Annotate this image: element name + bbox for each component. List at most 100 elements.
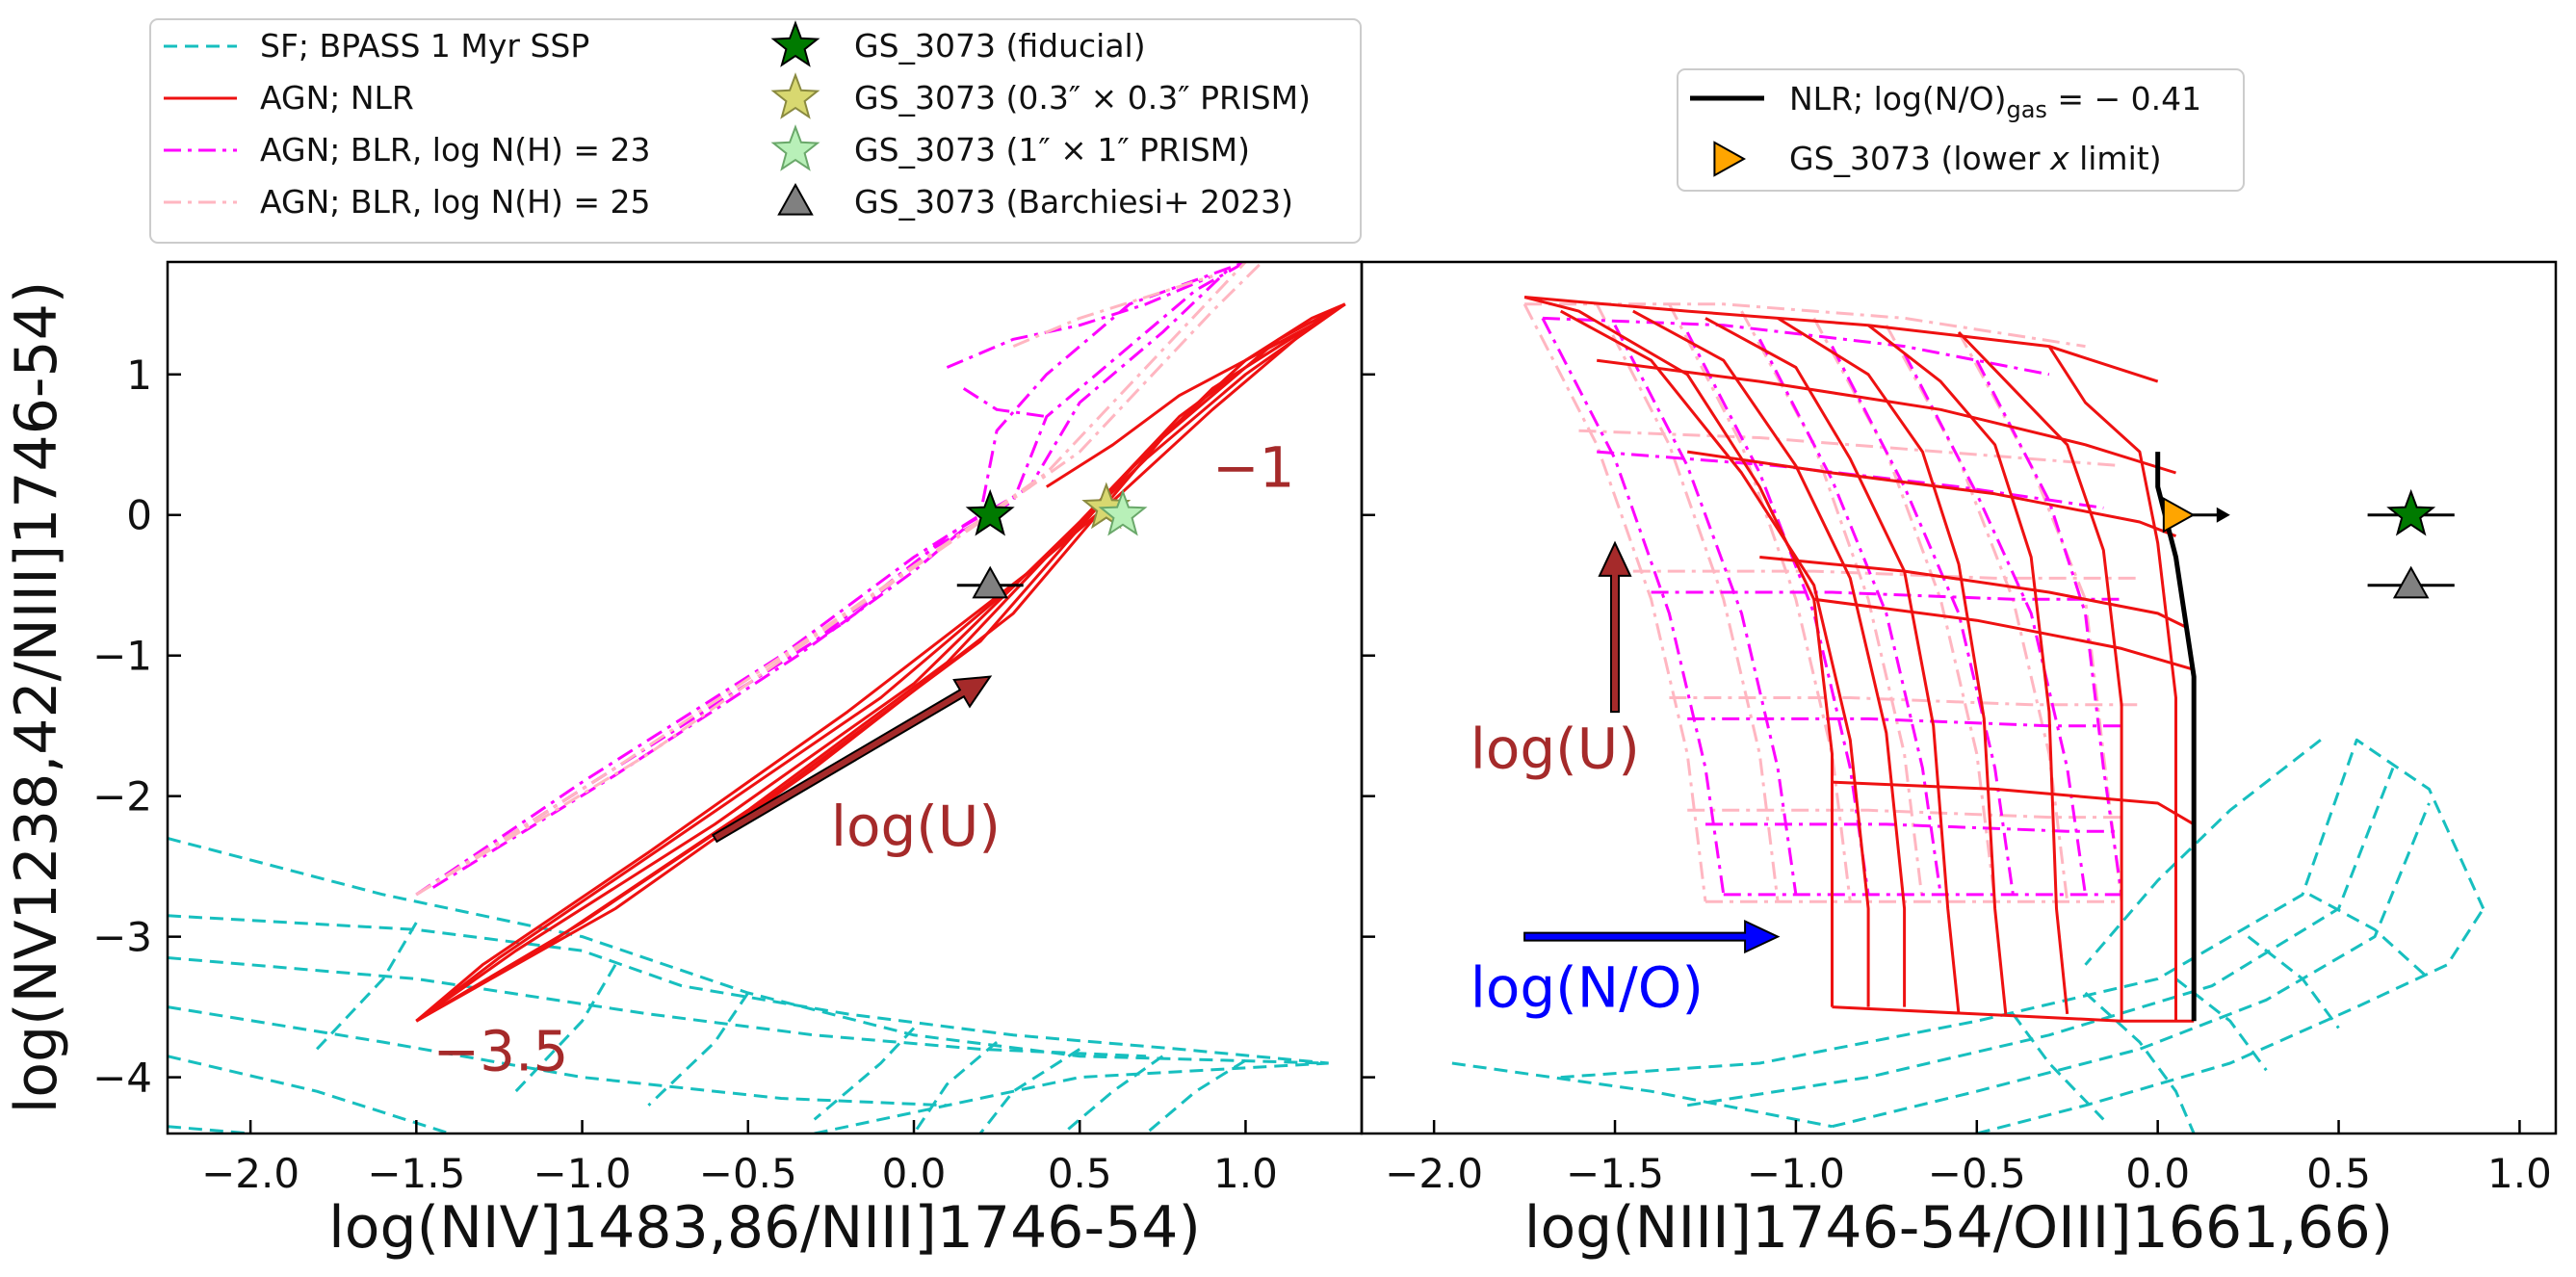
legend-marker [777, 182, 814, 216]
arrow-0 [711, 675, 993, 844]
series-line-agn-blr-log-n-h-23-6 [1975, 359, 2123, 896]
series-line-agn-blr-log-n-h-25-1 [1595, 303, 1780, 902]
arrow-1 [1523, 920, 1781, 954]
series-line-agn-nlr-6 [1045, 324, 1314, 488]
legend-item-agn-blr-log-n-h-25: AGN; BLR, log N(H) = 25 [164, 183, 650, 221]
limit-arrowhead [2216, 507, 2230, 523]
series-line-agn-blr-log-n-h-23-9 [1651, 590, 2122, 601]
legend-label: AGN; BLR, log N(H) = 23 [260, 131, 650, 169]
x-tick-label: −0.5 [699, 1150, 797, 1197]
x-tick-label: 0.5 [2306, 1150, 2371, 1197]
legend-item-sf-bpass-1-myr-ssp: SF; BPASS 1 Myr SSP [164, 27, 589, 65]
series-line-agn-blr-log-n-h-23-5 [1903, 352, 2087, 896]
legend-label: SF; BPASS 1 Myr SSP [260, 27, 589, 65]
series-line-sf-bpass-1-myr-ssp-6 [2084, 991, 2196, 1134]
series-line-agn-blr-log-n-h-25-7 [1524, 302, 2086, 349]
series-line-agn-blr-log-n-h-23-10 [1687, 717, 2122, 728]
annotation-1: log(N/O) [1470, 955, 1704, 1021]
legend-label: GS_3073 (lower x limit) [1789, 140, 2162, 177]
x-tick-label: 1.0 [1213, 1150, 1278, 1197]
series-line-agn-nlr-9 [1597, 358, 2176, 475]
ticks-left: −2.0 −1.5 −1.0 −0.5 0.0 0.5 1.0 1 0 −1 −2 −3 −4 [92, 352, 1278, 1197]
x-axis-label-right: log(NIII]1746-54/OIII]1661,66) [1524, 1194, 2393, 1262]
axes-frame-right [1360, 260, 2558, 1135]
legend-item-gs-3073-0-3-0-3-prism: GS_3073 (0.3″ × 0.3″ PRISM) [770, 72, 1311, 119]
series-line-agn-blr-log-n-h-23-11 [1705, 822, 2122, 833]
data-point-gs-3073-lower-x-limit [2162, 496, 2196, 534]
x-tick-label: −1.5 [367, 1150, 465, 1197]
series-line-agn-blr-log-n-h-23-3 [946, 274, 1213, 369]
annotation-2: −3.5 [433, 1018, 569, 1083]
legend-marker [770, 20, 820, 67]
legend-left-frame [149, 18, 1362, 244]
series-sf-bpass-1-myr-ssp [168, 837, 1329, 1134]
series-line-sf-bpass-1-myr-ssp-7 [514, 964, 617, 1093]
annotation-0: log(U) [831, 794, 1001, 859]
x-tick-label: −2.0 [201, 1150, 299, 1197]
series-line-sf-bpass-1-myr-ssp-9 [2308, 893, 2431, 980]
series-line-agn-nlr-12 [1813, 597, 2195, 671]
series-line-agn-nlr-1 [1559, 309, 1870, 1007]
series-line-sf-bpass-1-myr-ssp-6 [315, 922, 418, 1051]
series-line-agn-blr-log-n-h-23-1 [1613, 325, 1798, 896]
series-line-agn-blr-log-n-h-25-9 [1632, 569, 2140, 580]
series-line-agn-nlr-14 [1832, 1005, 2195, 1023]
series-line-agn-blr-log-n-h-25-0 [1522, 303, 1707, 902]
legend-label: GS_3073 (fiducial) [854, 27, 1146, 65]
x-tick-label: −1.5 [1566, 1150, 1664, 1197]
legend-right-frame [1677, 68, 2245, 192]
series-line-sf-bpass-1-myr-ssp-3 [1832, 802, 2431, 1129]
series-line-agn-nlr-6 [1957, 330, 2123, 1022]
plot-area-left: log(U) −1 −3.5 [168, 262, 1346, 1134]
x-tick-label: −1.0 [533, 1150, 632, 1197]
series-line-agn-nlr-0 [415, 302, 1346, 1023]
x-tick-label: 1.0 [2487, 1150, 2552, 1197]
plot-area-right: log(U) log(N/O) [1451, 296, 2485, 1134]
data-point-gs-3073-fiducial [965, 488, 1015, 536]
data-point-gs-3073-fiducial [2386, 488, 2436, 536]
ticks-right: −2.0 −1.5 −1.0 −0.5 0.0 0.5 1.0 [1362, 373, 2552, 1197]
series-agn-blr-log-n-h-23 [1541, 316, 2123, 897]
series-agn-nlr [1523, 296, 2195, 1023]
series-line-agn-nlr-4 [1777, 317, 2008, 1015]
y-tick-label: −2 [92, 773, 152, 821]
series-line-agn-nlr-13 [1832, 780, 2195, 826]
series-line-agn-blr-log-n-h-25-2 [1668, 303, 1852, 902]
series-line-sf-bpass-1-myr-ssp-11 [978, 1048, 1081, 1134]
series-line-sf-bpass-1-myr-ssp-1 [1560, 738, 2485, 1080]
x-tick-label: 0.0 [2125, 1150, 2190, 1197]
series-line-sf-bpass-1-myr-ssp-10 [912, 1040, 999, 1134]
x-tick-label: 0.0 [882, 1150, 947, 1197]
legend-label: AGN; NLR [260, 79, 414, 117]
x-tick-label: −2.0 [1385, 1150, 1483, 1197]
series-line-agn-nlr-2 [1632, 309, 1907, 1007]
series-line-sf-bpass-1-myr-ssp-2 [168, 956, 1147, 1058]
series-line-agn-blr-log-n-h-25-2 [1012, 274, 1213, 348]
x-axis-label-left: log(NIV]1483,86/NIII]1746-54) [328, 1194, 1201, 1262]
data-point-gs-3073-barchiesi-2023 [2392, 565, 2430, 599]
legend-marker [770, 72, 820, 119]
series-line-agn-nlr-1 [415, 302, 1346, 1023]
y-tick-label: −1 [92, 633, 152, 680]
series-line-sf-bpass-1-myr-ssp-4 [1976, 907, 2485, 1134]
series-line-agn-nlr-4 [415, 302, 1346, 1023]
legend-item-gs-3073-1-1-prism: GS_3073 (1″ × 1″ PRISM) [770, 124, 1250, 171]
x-tick-label: −0.5 [1928, 1150, 2026, 1197]
legend-marker [770, 124, 820, 171]
series-line-agn-nlr-8 [1523, 296, 2159, 383]
series-line-sf-bpass-1-myr-ssp-1 [168, 914, 1329, 1065]
series-line-nlr-log-n-o-gas-0-41-0 [2155, 452, 2197, 1022]
series-line-sf-bpass-1-myr-ssp-4 [168, 1055, 451, 1134]
legend-label: GS_3073 (0.3″ × 0.3″ PRISM) [854, 79, 1311, 117]
legend-item-agn-blr-log-n-h-23: AGN; BLR, log N(H) = 23 [164, 131, 650, 169]
legend-item-agn-nlr: AGN; NLR [164, 79, 414, 117]
x-tick-label: −1.0 [1747, 1150, 1845, 1197]
series-line-agn-nlr-5 [1867, 324, 2069, 1015]
series-line-sf-bpass-1-myr-ssp-2 [1686, 767, 2395, 1108]
series-sf-bpass-1-myr-ssp [1451, 738, 2485, 1134]
legend-item-nlr-log-n-o-gas-0-41: NLR; log(N/O)gas = − 0.41 [1690, 80, 2201, 123]
series-line-agn-nlr-5 [415, 324, 1314, 1023]
legend-item-gs-3073-lower-x-limit: GS_3073 (lower x limit) [1713, 140, 2162, 177]
legend-right: NLR; log(N/O)gas = − 0.41 GS_3073 (lower … [1677, 68, 2245, 192]
legend-marker [1713, 141, 1747, 177]
